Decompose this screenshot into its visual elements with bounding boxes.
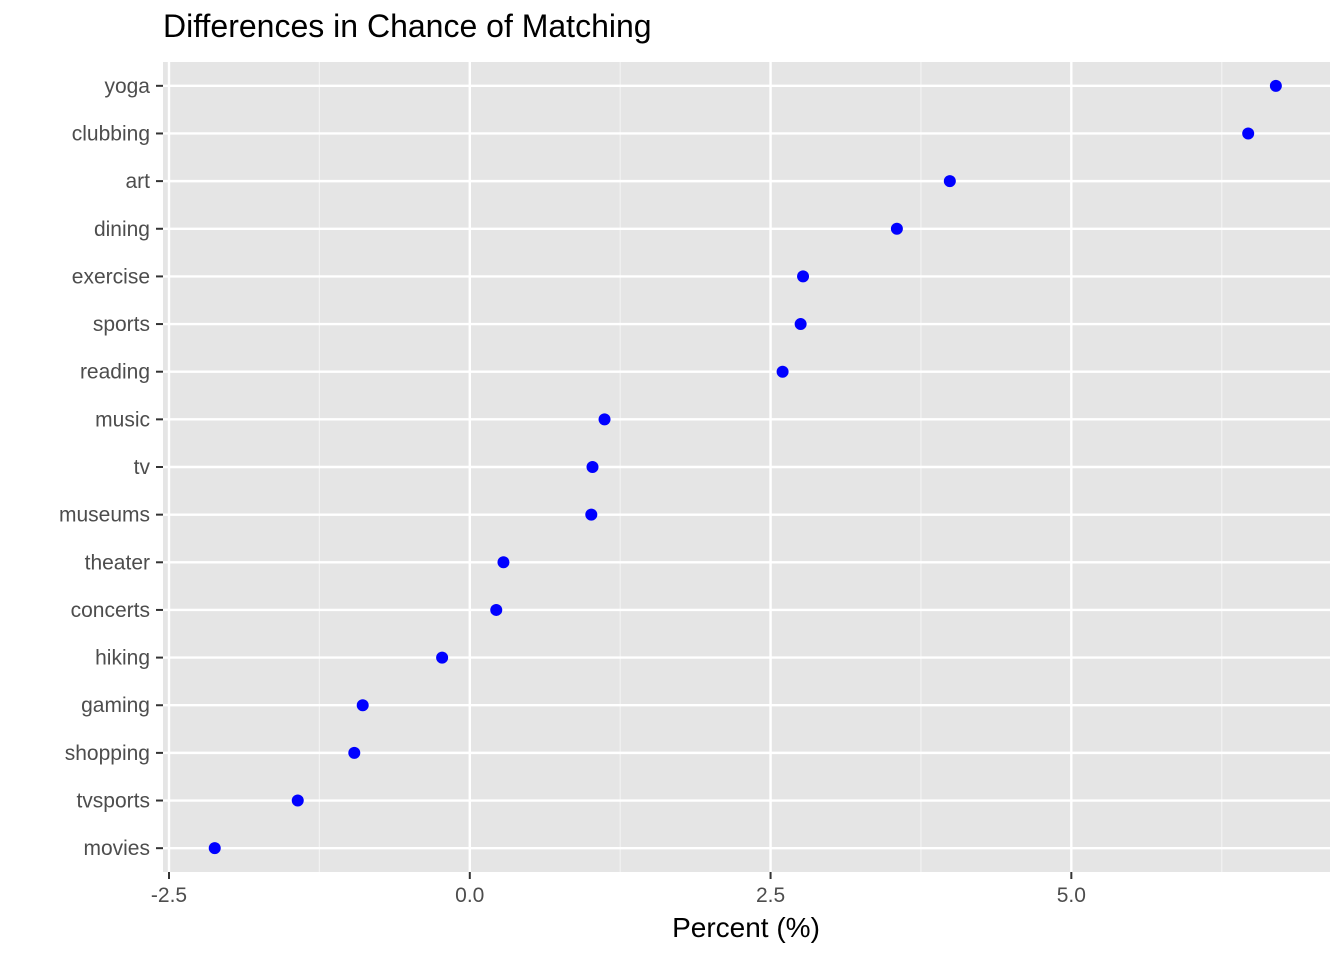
data-point — [436, 651, 449, 664]
y-tick-label: sports — [93, 313, 150, 336]
y-tick-label: tvsports — [76, 790, 150, 813]
y-tick-label: tv — [134, 456, 151, 479]
y-tick-label: yoga — [104, 75, 150, 98]
data-point — [943, 175, 956, 188]
y-tick-label: shopping — [65, 742, 150, 765]
y-tick-label: concerts — [71, 599, 150, 622]
data-point — [348, 746, 361, 759]
y-tick-label: hiking — [95, 647, 150, 670]
data-point — [490, 603, 503, 616]
x-tick-label: -2.5 — [151, 884, 187, 907]
data-points — [208, 79, 1282, 855]
y-tick-label: clubbing — [72, 122, 150, 145]
x-tick-label: 0.0 — [455, 884, 484, 907]
data-point — [1242, 127, 1255, 140]
data-point — [208, 842, 221, 855]
x-axis-title: Percent (%) — [672, 912, 820, 943]
y-tick-label: movies — [83, 837, 150, 860]
x-axis-ticks: -2.5 0.0 2.5 5.0 — [151, 872, 1086, 907]
data-point — [890, 222, 903, 235]
data-point — [776, 365, 789, 378]
major-gridlines — [163, 62, 1330, 872]
data-point — [291, 794, 304, 807]
data-point — [598, 413, 611, 426]
data-point — [585, 508, 598, 521]
data-point — [1269, 79, 1282, 92]
chart-title: Differences in Chance of Matching — [163, 8, 652, 44]
data-point — [356, 699, 369, 712]
y-tick-label: museums — [59, 504, 150, 527]
x-tick-label: 5.0 — [1057, 884, 1086, 907]
data-point — [794, 318, 807, 331]
data-point — [797, 270, 810, 283]
y-tick-label: art — [125, 170, 150, 193]
data-point — [586, 461, 599, 473]
y-tick-label: reading — [80, 361, 150, 384]
data-point — [497, 556, 510, 569]
y-axis-ticks: yoga clubbing art dining exercise sports readi… — [59, 75, 163, 860]
y-tick-label: gaming — [81, 694, 150, 717]
y-tick-label: exercise — [72, 265, 150, 288]
y-tick-label: theater — [85, 551, 150, 574]
y-tick-label: dining — [94, 218, 150, 241]
x-tick-label: 2.5 — [756, 884, 785, 907]
y-tick-label: music — [95, 408, 150, 431]
